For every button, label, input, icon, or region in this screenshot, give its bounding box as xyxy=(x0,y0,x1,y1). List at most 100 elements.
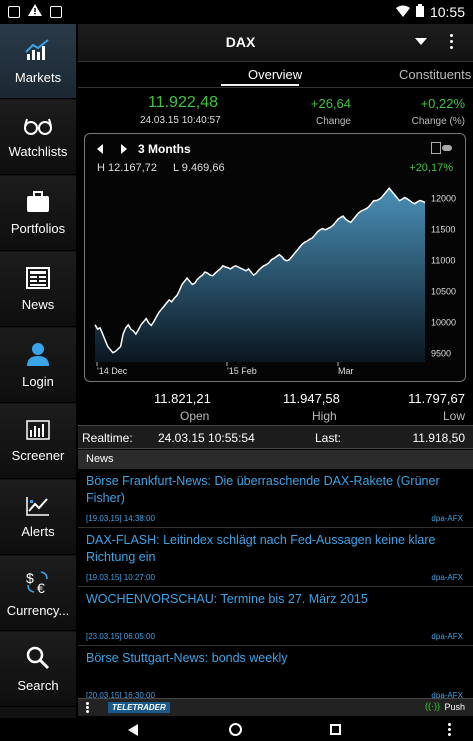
low-value: 11.797,67 xyxy=(408,391,465,406)
news-date: [19.03.15] 14:38:00 xyxy=(86,514,155,523)
news-header: News xyxy=(78,450,473,469)
sidebar-item-label: News xyxy=(21,296,55,312)
sidebar-item-screener[interactable]: Screener xyxy=(0,404,76,479)
push-label[interactable]: Push xyxy=(444,702,465,712)
news-headline[interactable]: Börse Frankfurt-News: Die überraschende … xyxy=(86,474,440,505)
high-value: 11.947,58 xyxy=(283,391,340,406)
y-tick-label: 9500 xyxy=(431,349,451,359)
image-icon xyxy=(50,6,62,18)
brand-logo: TELETRADER xyxy=(108,702,170,713)
push-icon: ((·)) xyxy=(425,701,440,711)
news-date: [23.03.15] 06:05:00 xyxy=(86,632,155,641)
news-date: [19.03.15] 10:27:00 xyxy=(86,573,155,582)
home-icon[interactable] xyxy=(229,723,242,736)
tab-indicator xyxy=(221,84,299,86)
sidebar-item-search[interactable]: Search xyxy=(0,632,76,707)
change-pct-label: Change (%) xyxy=(411,116,465,127)
notification-icon xyxy=(8,6,20,18)
warning-icon xyxy=(28,3,42,21)
sidebar-item-login[interactable]: Login xyxy=(0,328,76,403)
sidebar-item-alerts[interactable]: Alerts xyxy=(0,480,76,555)
realtime-row: Realtime: 24.03.15 10:55:54 Last: 11.918… xyxy=(78,425,473,449)
news-source: dpa-AFX xyxy=(431,514,463,523)
sidebar: Markets Watchlists Portfolios News Login… xyxy=(0,24,76,718)
chart-toggle-icon[interactable] xyxy=(431,142,453,154)
news-list: Börse Frankfurt-News: Die überraschende … xyxy=(78,469,473,698)
chart-line xyxy=(94,187,426,354)
sidebar-item-markets[interactable]: Markets xyxy=(0,24,76,99)
high-label: High xyxy=(312,409,337,423)
markets-icon xyxy=(25,38,49,60)
overflow-menu-icon[interactable] xyxy=(448,723,451,738)
tab-bar: Overview Constituents xyxy=(78,62,473,88)
news-item[interactable]: Börse Frankfurt-News: Die überraschende … xyxy=(78,469,473,528)
sidebar-item-news[interactable]: News xyxy=(0,252,76,327)
low-label: Low xyxy=(442,409,465,423)
news-headline[interactable]: Börse Stuttgart-News: bonds weekly xyxy=(86,651,288,665)
period-low: L 9.469,66 xyxy=(173,162,225,174)
last-label: Last: xyxy=(315,431,342,445)
sidebar-item-watchlists[interactable]: Watchlists xyxy=(0,100,76,175)
clock-time: 10:55 xyxy=(429,4,465,20)
user-icon xyxy=(27,342,49,366)
dropdown-icon[interactable] xyxy=(415,38,427,45)
status-bar: 10:55 xyxy=(0,0,473,24)
news-item[interactable]: WOCHENVORSCHAU: Termine bis 27. März 201… xyxy=(78,587,473,646)
y-tick-label: 11000 xyxy=(431,256,455,266)
sidebar-item-label: Watchlists xyxy=(8,143,68,159)
chevron-left-icon[interactable] xyxy=(97,144,103,154)
sidebar-item-portfolios[interactable]: Portfolios xyxy=(0,176,76,251)
svg-text:$: $ xyxy=(26,570,34,586)
news-source: dpa-AFX xyxy=(431,691,463,698)
news-item[interactable]: Börse Stuttgart-News: bonds weekly [20.0… xyxy=(78,646,473,698)
price-chart[interactable]: 12000 11500 11000 10500 10000 9500 '14 Dec '15 … xyxy=(85,134,465,381)
sidebar-item-label: Currency... xyxy=(6,602,70,618)
recent-apps-icon[interactable] xyxy=(330,724,341,735)
bottom-strip: TELETRADER ((·)) Push xyxy=(78,698,473,716)
quote-summary: 11.922,48 24.03.15 10:40:57 +26,64 Chang… xyxy=(78,88,473,130)
header-bar: DAX xyxy=(78,24,473,62)
chart-area xyxy=(95,188,425,362)
last-price: 11.922,48 xyxy=(148,94,218,111)
news-source: dpa-AFX xyxy=(431,573,463,582)
alerts-icon xyxy=(26,496,49,516)
sidebar-item-label: Portfolios xyxy=(10,220,66,236)
x-tick-label: '15 Feb xyxy=(227,366,257,376)
tab-constituents[interactable]: Constituents xyxy=(399,67,472,82)
briefcase-icon xyxy=(27,190,49,212)
newspaper-icon xyxy=(26,266,50,289)
sidebar-item-label: Screener xyxy=(11,447,65,463)
y-tick-label: 12000 xyxy=(431,194,456,204)
glasses-icon xyxy=(24,118,52,135)
sidebar-item-label: Alerts xyxy=(21,523,55,539)
x-tick-label: Mar xyxy=(338,366,354,376)
realtime-datetime: 24.03.15 10:55:54 xyxy=(158,431,255,445)
period-selector[interactable]: 3 Months xyxy=(138,142,191,156)
y-tick-label: 10500 xyxy=(431,287,456,297)
menu-icon[interactable] xyxy=(86,702,89,714)
change-pct-value: +0,22% xyxy=(420,96,465,111)
chevron-right-icon[interactable] xyxy=(121,144,127,154)
open-label: Open xyxy=(180,409,210,423)
period-high: H 12.167,72 xyxy=(97,162,157,174)
sidebar-item-label: Login xyxy=(22,373,54,389)
realtime-last: 11.918,50 xyxy=(412,431,466,445)
quote-datetime: 24.03.15 10:40:57 xyxy=(140,115,221,126)
overflow-menu-icon[interactable] xyxy=(450,34,454,52)
tab-overview[interactable]: Overview xyxy=(248,67,303,82)
currency-icon: $ € xyxy=(26,570,48,595)
sidebar-item-label: Markets xyxy=(14,69,62,85)
y-tick-label: 10000 xyxy=(431,318,456,328)
sidebar-item-currency[interactable]: $ € Currency... xyxy=(0,556,76,631)
search-icon xyxy=(26,646,50,669)
back-icon[interactable] xyxy=(128,724,138,736)
period-performance: +20,17% xyxy=(409,162,453,174)
news-item[interactable]: DAX-FLASH: Leitindex schlägt nach Fed-Au… xyxy=(78,528,473,587)
screener-icon xyxy=(26,419,50,440)
system-nav-bar xyxy=(0,718,473,741)
news-headline[interactable]: DAX-FLASH: Leitindex schlägt nach Fed-Au… xyxy=(86,533,436,564)
change-value: +26,64 xyxy=(310,96,351,111)
chart-panel[interactable]: 3 Months H 12.167,72 L 9.469,66 +20,17% … xyxy=(84,133,466,382)
battery-icon xyxy=(415,4,424,20)
news-headline[interactable]: WOCHENVORSCHAU: Termine bis 27. März 201… xyxy=(86,592,368,606)
